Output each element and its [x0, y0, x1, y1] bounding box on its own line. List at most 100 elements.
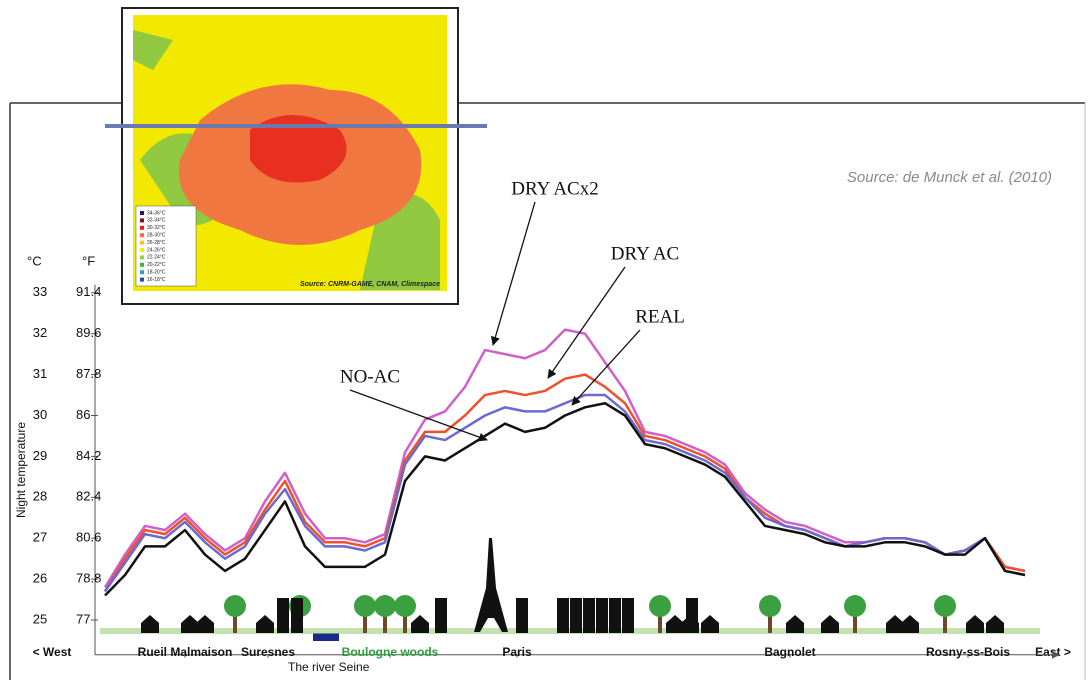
inset-map: Source: CNRM-GAME, CNAM, Climespace 34-3… [122, 8, 458, 304]
building-icon [277, 598, 289, 633]
y2-tick-label: 78.8 [76, 571, 101, 586]
building-icon [596, 598, 608, 633]
tree-trunk [363, 615, 367, 633]
house-icon [786, 615, 804, 633]
chart: Source: de Munck et al. (2010) °C °F Nig… [0, 0, 1088, 680]
y2-tick-label: 87.8 [76, 366, 101, 381]
house-icon [196, 615, 214, 633]
y-tick-label: 29 [33, 448, 47, 463]
y2-unit: °F [82, 253, 95, 268]
scenery [100, 538, 1040, 634]
building-icon [686, 598, 698, 633]
tree-trunk [853, 615, 857, 633]
inset-legend-label: 18-20°C [147, 270, 166, 276]
tree-crown [394, 595, 416, 617]
y-tick-label: 26 [33, 571, 47, 586]
y-tick-label: 30 [33, 407, 47, 422]
inset-legend-swatch [140, 270, 144, 274]
inset-legend-label: 28-30°C [147, 233, 166, 239]
house-icon [821, 615, 839, 633]
y-tick-label: 28 [33, 489, 47, 504]
inset-legend-swatch [140, 226, 144, 230]
series-arrow [548, 267, 625, 378]
tree-trunk [383, 615, 387, 633]
tree-trunk [943, 615, 947, 633]
tree-crown [224, 595, 246, 617]
inset-legend-swatch [140, 248, 144, 252]
tree-crown [374, 595, 396, 617]
x-start-label: < West [33, 645, 72, 659]
x-tick-label: Rueil Malmaison [138, 645, 233, 659]
building-icon [516, 598, 528, 633]
y2-tick-label: 91.4 [76, 284, 101, 299]
source: Source: de Munck et al. (2010) [847, 169, 1052, 186]
building-icon [570, 598, 582, 633]
inset-legend-swatch [140, 233, 144, 237]
inset-legend-swatch [140, 211, 144, 215]
inset-legend-swatch [140, 218, 144, 222]
x-tick-label: Suresnes [241, 645, 295, 659]
series-arrow [572, 330, 640, 405]
x-tick-label: Boulogne woods [342, 645, 439, 659]
house-icon [901, 615, 919, 633]
inset-legend-label: 30-32°C [147, 225, 166, 231]
house-icon [986, 615, 1004, 633]
x-tick-label: Rosny-ss-Bois [926, 645, 1010, 659]
inset-legend-swatch [140, 278, 144, 282]
y2-tick-label: 80.6 [76, 530, 101, 545]
tree-trunk [658, 615, 662, 633]
building-icon [622, 598, 634, 633]
y-tick-label: 31 [33, 366, 47, 381]
inset-legend-label: 22-24°C [147, 255, 166, 261]
y2-tick-label: 84.2 [76, 448, 101, 463]
y-axis-title: Night temperature [14, 422, 28, 518]
river-label: The river Seine [288, 660, 370, 674]
tree-crown [354, 595, 376, 617]
y-tick-label: 32 [33, 325, 47, 340]
inset-legend-label: 32-34°C [147, 218, 166, 224]
series-line [105, 403, 1025, 595]
river-mark [313, 633, 339, 641]
x-tick-label: Bagnolet [764, 645, 815, 659]
y2-tick-label: 86 [76, 407, 90, 422]
house-icon [256, 615, 274, 633]
house-icon [701, 615, 719, 633]
eiffel-tower [474, 538, 508, 632]
series-label: REAL [635, 306, 685, 327]
y2-tick-label: 77 [76, 611, 90, 626]
series-label: DRY AC [611, 243, 679, 264]
y-tick-label: 25 [33, 611, 47, 626]
y2-tick-label: 82.4 [76, 489, 101, 504]
building-icon [557, 598, 569, 633]
building-icon [291, 598, 303, 633]
inset-legend-swatch [140, 263, 144, 267]
inset-legend-label: 26-28°C [147, 240, 166, 246]
tree-trunk [403, 615, 407, 633]
inset-legend-label: 34-36°C [147, 210, 166, 216]
inset-legend-swatch [140, 241, 144, 245]
inset-legend-label: 16-18°C [147, 277, 166, 283]
series-arrow [493, 202, 535, 345]
y2-tick-label: 89.6 [76, 325, 101, 340]
series-label: NO-AC [340, 366, 400, 387]
tree-crown [934, 595, 956, 617]
inset-legend-label: 20-22°C [147, 262, 166, 268]
house-icon [411, 615, 429, 633]
series-line [105, 395, 1025, 591]
inset-legend-box [136, 206, 196, 286]
inset-source: Source: CNRM-GAME, CNAM, Climespace [300, 281, 440, 288]
y-unit: °C [27, 253, 42, 268]
building-icon [435, 598, 447, 633]
house-icon [966, 615, 984, 633]
y-tick-label: 27 [33, 530, 47, 545]
y-tick-label: 33 [33, 284, 47, 299]
inset-legend-label: 24-26°C [147, 247, 166, 253]
tree-trunk [768, 615, 772, 633]
tree-trunk [233, 615, 237, 633]
tree-crown [759, 595, 781, 617]
building-icon [609, 598, 621, 633]
series-label: DRY ACx2 [511, 178, 598, 199]
tree-crown [649, 595, 671, 617]
building-icon [583, 598, 595, 633]
house-icon [141, 615, 159, 633]
